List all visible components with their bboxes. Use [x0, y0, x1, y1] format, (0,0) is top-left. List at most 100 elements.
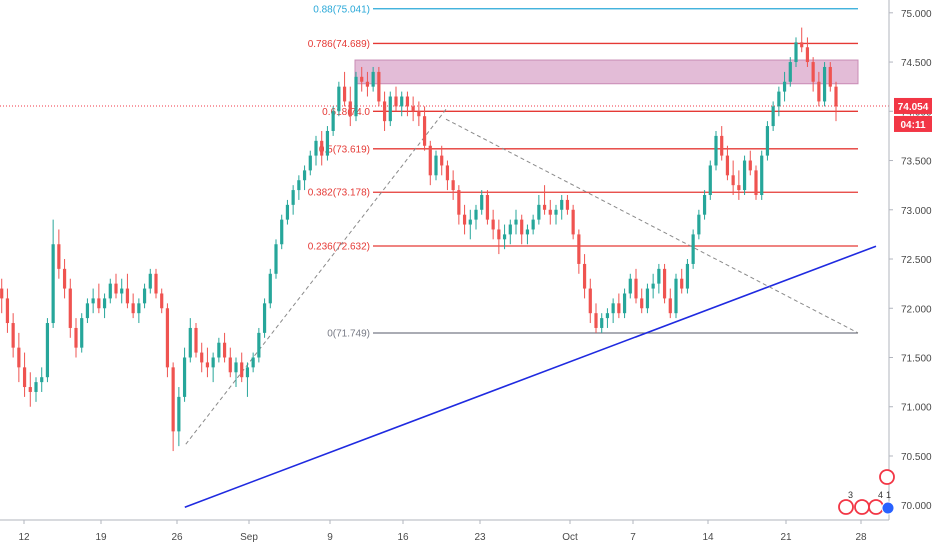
candle-body [382, 101, 387, 122]
candle [354, 71, 358, 122]
candle [737, 170, 741, 200]
candle [822, 62, 827, 107]
candle [451, 170, 455, 200]
candle [462, 204, 467, 235]
event-marker[interactable] [879, 469, 895, 485]
candle-body [268, 273, 272, 304]
candle-body [108, 283, 112, 299]
candle [662, 263, 667, 304]
candle [657, 263, 661, 294]
candle-body [811, 62, 815, 82]
candle-body [354, 76, 358, 117]
candle-body [262, 303, 267, 333]
fib-level-label: 0.236(72.632) [308, 242, 370, 253]
candle-body [685, 263, 690, 289]
candle [388, 91, 392, 127]
candle-body [491, 219, 495, 230]
candle-body [211, 357, 215, 368]
candle-body [720, 135, 724, 156]
candle-body [640, 298, 644, 309]
candle-body [142, 288, 147, 304]
candle [114, 273, 118, 299]
candle-body [102, 298, 107, 309]
time-tick-label: 7 [630, 532, 636, 543]
candle-body [74, 327, 78, 348]
candle-body [754, 170, 758, 195]
candle-body [480, 195, 484, 210]
candle [411, 96, 415, 122]
candle-body [542, 204, 547, 210]
candle [228, 347, 232, 378]
candle-body [308, 155, 312, 171]
candle-body [474, 209, 478, 220]
candle-body [291, 190, 295, 205]
event-marker[interactable] [868, 499, 884, 515]
candle [17, 332, 21, 383]
fib-level-label: 0.382(73.178) [308, 188, 370, 199]
candle-body [240, 362, 244, 378]
time-tick-label: Sep [240, 532, 258, 543]
candle [468, 209, 472, 240]
candle-body [800, 42, 804, 48]
candle-body [434, 155, 438, 176]
candle-body [148, 273, 152, 289]
candle-body [714, 135, 718, 166]
event-marker[interactable] [854, 499, 870, 515]
candle [200, 342, 204, 373]
candle [331, 106, 335, 136]
candle-body [737, 185, 741, 191]
candle [291, 185, 295, 215]
candle-body [468, 219, 472, 225]
candle-body [200, 352, 204, 363]
candle-body [400, 96, 404, 107]
candle [640, 288, 644, 314]
candle-body [314, 140, 318, 156]
candle-body [565, 199, 570, 210]
candle [45, 318, 50, 383]
candle [160, 288, 164, 314]
candle [120, 278, 124, 304]
fib-level-label: 0(71.749) [327, 328, 370, 339]
candle-body [680, 278, 684, 289]
candle-body [285, 204, 290, 220]
event-marker-flag[interactable] [881, 501, 895, 515]
candle-body [365, 81, 370, 87]
candle [102, 293, 107, 319]
event-marker[interactable] [838, 499, 854, 515]
candle [628, 273, 632, 299]
candle [771, 101, 775, 131]
candle-body [445, 165, 450, 181]
candle [222, 332, 227, 363]
candle-body [788, 62, 792, 82]
candle-body [337, 86, 341, 112]
candle-body [205, 362, 210, 368]
resistance-zone [354, 59, 859, 85]
fib-level-label: 0.618(74.0 [322, 107, 370, 118]
candle [828, 62, 832, 92]
candle [400, 91, 404, 117]
price-tick-label: 75.000 [901, 9, 932, 20]
candle [165, 303, 170, 378]
candle [805, 37, 810, 67]
candle [731, 160, 735, 195]
candle-body [274, 244, 278, 274]
candle [742, 155, 747, 195]
candle [371, 66, 375, 92]
candle [137, 298, 141, 324]
candle [611, 298, 615, 324]
time-tick-label: 23 [474, 532, 486, 543]
candle-body [348, 101, 352, 117]
candle-body [394, 96, 398, 107]
candle [531, 214, 535, 235]
time-tick-label: 12 [18, 532, 30, 543]
candle [748, 150, 752, 176]
event-marker-count: 4 [878, 490, 883, 500]
candle-body [805, 47, 810, 63]
candle-body [194, 327, 198, 353]
candle [205, 347, 210, 378]
candle [685, 259, 690, 294]
price-tick-label: 73.000 [901, 206, 932, 217]
candle [337, 81, 341, 117]
candle-body [302, 170, 307, 181]
candle-body [651, 283, 655, 289]
